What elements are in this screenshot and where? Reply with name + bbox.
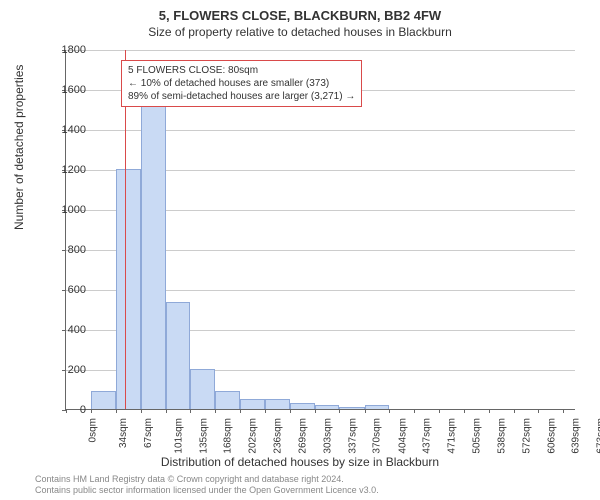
x-axis-label: Distribution of detached houses by size …	[0, 455, 600, 469]
ytick-mark	[62, 370, 66, 371]
chart-container: 5, FLOWERS CLOSE, BLACKBURN, BB2 4FW Siz…	[0, 0, 600, 500]
xtick-label: 303sqm	[323, 418, 334, 454]
xtick-mark	[265, 409, 266, 413]
annotation-line: 89% of semi-detached houses are larger (…	[128, 90, 355, 103]
xtick-mark	[414, 409, 415, 413]
gridline	[66, 50, 575, 51]
ytick-label: 1200	[62, 164, 86, 176]
xtick-mark	[439, 409, 440, 413]
annotation-box: 5 FLOWERS CLOSE: 80sqm← 10% of detached …	[121, 60, 362, 107]
xtick-label: 67sqm	[143, 418, 154, 448]
histogram-bar	[141, 91, 166, 409]
xtick-label: 572sqm	[521, 418, 532, 454]
xtick-label: 437sqm	[422, 418, 433, 454]
ytick-label: 400	[68, 324, 86, 336]
ytick-label: 1000	[62, 204, 86, 216]
chart-title-address: 5, FLOWERS CLOSE, BLACKBURN, BB2 4FW	[0, 0, 600, 23]
ytick-label: 200	[68, 364, 86, 376]
xtick-mark	[339, 409, 340, 413]
annotation-line: 5 FLOWERS CLOSE: 80sqm	[128, 64, 355, 77]
histogram-bar	[215, 391, 240, 409]
plot-region: 5 FLOWERS CLOSE: 80sqm← 10% of detached …	[65, 50, 575, 410]
xtick-label: 168sqm	[223, 418, 234, 454]
ytick-label: 1800	[62, 44, 86, 56]
xtick-label: 639sqm	[571, 418, 582, 454]
histogram-bar	[339, 407, 364, 409]
xtick-mark	[190, 409, 191, 413]
xtick-label: 505sqm	[472, 418, 483, 454]
xtick-label: 34sqm	[118, 418, 129, 448]
footer-attribution: Contains HM Land Registry data © Crown c…	[35, 474, 379, 496]
xtick-mark	[91, 409, 92, 413]
histogram-bar	[315, 405, 339, 409]
footer-line-2: Contains public sector information licen…	[35, 485, 379, 496]
ytick-mark	[62, 290, 66, 291]
xtick-mark	[215, 409, 216, 413]
xtick-label: 606sqm	[546, 418, 557, 454]
xtick-mark	[514, 409, 515, 413]
histogram-bar	[365, 405, 389, 409]
ytick-label: 1400	[62, 124, 86, 136]
ytick-mark	[62, 250, 66, 251]
ytick-label: 800	[68, 244, 86, 256]
xtick-label: 471sqm	[447, 418, 458, 454]
histogram-bar	[290, 403, 315, 409]
xtick-mark	[166, 409, 167, 413]
chart-title-sub: Size of property relative to detached ho…	[0, 23, 600, 39]
histogram-bar	[190, 369, 215, 409]
xtick-mark	[389, 409, 390, 413]
xtick-label: 370sqm	[372, 418, 383, 454]
xtick-mark	[240, 409, 241, 413]
xtick-label: 269sqm	[297, 418, 308, 454]
xtick-label: 404sqm	[397, 418, 408, 454]
xtick-mark	[563, 409, 564, 413]
xtick-mark	[66, 409, 67, 413]
xtick-label: 236sqm	[273, 418, 284, 454]
ytick-label: 600	[68, 284, 86, 296]
ytick-mark	[62, 330, 66, 331]
xtick-label: 202sqm	[248, 418, 259, 454]
histogram-bar	[240, 399, 264, 409]
xtick-mark	[116, 409, 117, 413]
ytick-label: 1600	[62, 84, 86, 96]
xtick-mark	[538, 409, 539, 413]
xtick-mark	[365, 409, 366, 413]
xtick-mark	[290, 409, 291, 413]
xtick-label: 135sqm	[198, 418, 209, 454]
annotation-line: ← 10% of detached houses are smaller (37…	[128, 77, 355, 90]
xtick-label: 538sqm	[496, 418, 507, 454]
histogram-bar	[166, 302, 190, 409]
xtick-label: 337sqm	[348, 418, 359, 454]
xtick-label: 0sqm	[87, 418, 98, 442]
ytick-label: 0	[80, 404, 86, 416]
histogram-bar	[265, 399, 290, 409]
y-axis-label: Number of detached properties	[12, 65, 26, 230]
footer-line-1: Contains HM Land Registry data © Crown c…	[35, 474, 379, 485]
xtick-label: 673sqm	[596, 418, 600, 454]
histogram-bar	[116, 169, 141, 409]
xtick-mark	[489, 409, 490, 413]
xtick-mark	[315, 409, 316, 413]
xtick-label: 101sqm	[173, 418, 184, 454]
xtick-mark	[141, 409, 142, 413]
histogram-bar	[91, 391, 115, 409]
chart-area: 5 FLOWERS CLOSE: 80sqm← 10% of detached …	[65, 50, 575, 410]
xtick-mark	[464, 409, 465, 413]
